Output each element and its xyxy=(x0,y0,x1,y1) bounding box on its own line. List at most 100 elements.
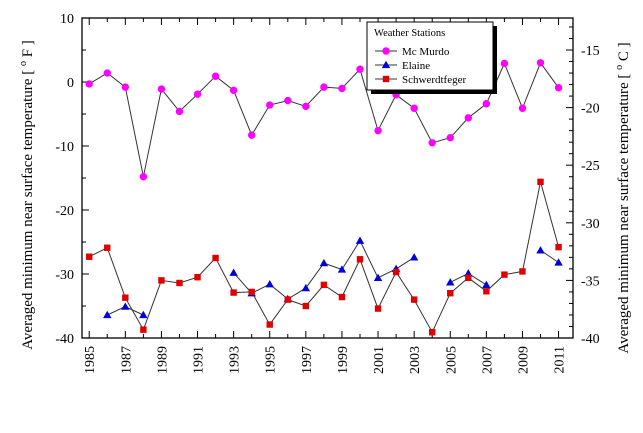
data-point xyxy=(555,243,562,251)
data-point xyxy=(356,256,364,263)
data-point xyxy=(428,329,436,336)
series-schwerdtfeger xyxy=(86,178,562,336)
y-tick-label-right: -35 xyxy=(581,274,600,289)
data-point xyxy=(554,84,563,92)
data-point xyxy=(392,268,400,276)
y-tick-label-right: -30 xyxy=(581,217,600,232)
data-point xyxy=(103,69,111,77)
data-point xyxy=(175,107,184,116)
y-tick-label-left: -30 xyxy=(55,268,74,283)
data-point xyxy=(211,72,220,80)
legend-title: Weather Stations xyxy=(374,28,445,39)
x-tick-label: 2003 xyxy=(408,346,423,374)
data-point xyxy=(121,83,130,91)
data-point xyxy=(85,80,93,88)
data-point xyxy=(374,305,382,312)
data-point xyxy=(554,258,563,266)
plot-frame xyxy=(81,17,574,339)
x-tick-label: 2005 xyxy=(444,346,459,374)
x-tick-label: 1991 xyxy=(192,346,207,374)
data-point xyxy=(537,178,544,186)
x-tick-label: 1993 xyxy=(228,346,243,374)
data-point xyxy=(337,265,347,273)
data-point xyxy=(265,280,274,288)
legend-marker xyxy=(381,60,391,69)
data-point xyxy=(536,59,545,67)
x-tick-label: 2011 xyxy=(553,346,568,373)
data-point xyxy=(446,278,455,286)
data-point xyxy=(194,274,201,281)
data-point xyxy=(176,279,183,287)
data-point xyxy=(103,310,112,319)
x-tick-label: 2007 xyxy=(480,346,495,374)
data-point xyxy=(319,258,329,267)
x-tick-label: 1995 xyxy=(264,346,279,374)
data-point xyxy=(266,101,274,109)
y-axis-title-right-text: Averaged minimum near surface temperatur… xyxy=(616,74,632,354)
data-point xyxy=(320,83,328,91)
x-tick-label: 1987 xyxy=(119,346,134,374)
legend-label: Schwerdtfeger xyxy=(402,74,466,86)
y-axis-title-right-unit: C ] xyxy=(616,42,632,61)
y-tick-label-right: -20 xyxy=(581,102,600,117)
data-point xyxy=(320,281,328,289)
data-point xyxy=(158,277,165,284)
y-tick-label-left: 10 xyxy=(60,12,74,27)
data-point xyxy=(518,104,527,112)
data-point xyxy=(86,253,93,260)
data-point xyxy=(248,288,255,296)
x-tick-label: 2009 xyxy=(516,346,531,374)
data-point xyxy=(193,90,202,98)
x-tick-label: 1999 xyxy=(336,346,351,374)
legend-label: Mc Murdo xyxy=(402,46,450,58)
x-tick-label: 1997 xyxy=(300,346,315,374)
y-axis-title-left-degree: o xyxy=(18,61,29,66)
data-point xyxy=(373,273,383,281)
y-tick-label-right: -25 xyxy=(581,159,600,174)
data-point xyxy=(284,96,292,105)
y-axis-title-right: Averaged minimum near surface temperatur… xyxy=(610,42,632,353)
data-point xyxy=(104,244,111,251)
y-axis-title-left: Averaged minimum near surface temperatur… xyxy=(14,40,36,350)
data-point xyxy=(464,114,473,122)
data-point xyxy=(229,268,238,276)
y-tick-label-left: -20 xyxy=(55,204,74,219)
data-point xyxy=(140,326,147,333)
series-elaine xyxy=(103,236,563,319)
x-tick-label: 2001 xyxy=(372,346,387,374)
data-point xyxy=(302,102,310,111)
series-mc-murdo xyxy=(85,59,563,181)
y-tick-label-left: 0 xyxy=(67,76,74,91)
data-point xyxy=(338,84,346,93)
data-point xyxy=(122,294,129,301)
legend-marker xyxy=(382,47,390,55)
y-axis-title-left-unit: F ] xyxy=(20,40,36,57)
data-point xyxy=(302,302,310,310)
data-point xyxy=(500,59,509,68)
data-point xyxy=(465,274,472,282)
data-point xyxy=(229,86,238,95)
data-point xyxy=(121,302,130,310)
data-point xyxy=(410,104,418,112)
data-point xyxy=(139,173,148,181)
data-point xyxy=(501,271,508,278)
data-point xyxy=(355,236,365,244)
data-point xyxy=(446,133,454,142)
y-tick-label-left: -10 xyxy=(55,140,74,155)
data-point xyxy=(428,139,436,147)
data-point xyxy=(519,268,526,275)
data-point xyxy=(338,293,346,301)
data-point xyxy=(247,131,256,139)
data-point xyxy=(230,289,237,296)
x-tick-label: 1985 xyxy=(83,346,98,374)
y-tick-label-left: -40 xyxy=(55,332,74,347)
data-point xyxy=(410,296,418,303)
data-point xyxy=(536,246,545,254)
data-point xyxy=(374,126,382,135)
data-point xyxy=(482,100,491,108)
legend-marker xyxy=(382,75,390,83)
y-tick-label-right: -40 xyxy=(581,332,600,347)
data-point xyxy=(157,85,166,93)
data-point xyxy=(356,65,364,73)
legend-label: Elaine xyxy=(402,60,430,72)
